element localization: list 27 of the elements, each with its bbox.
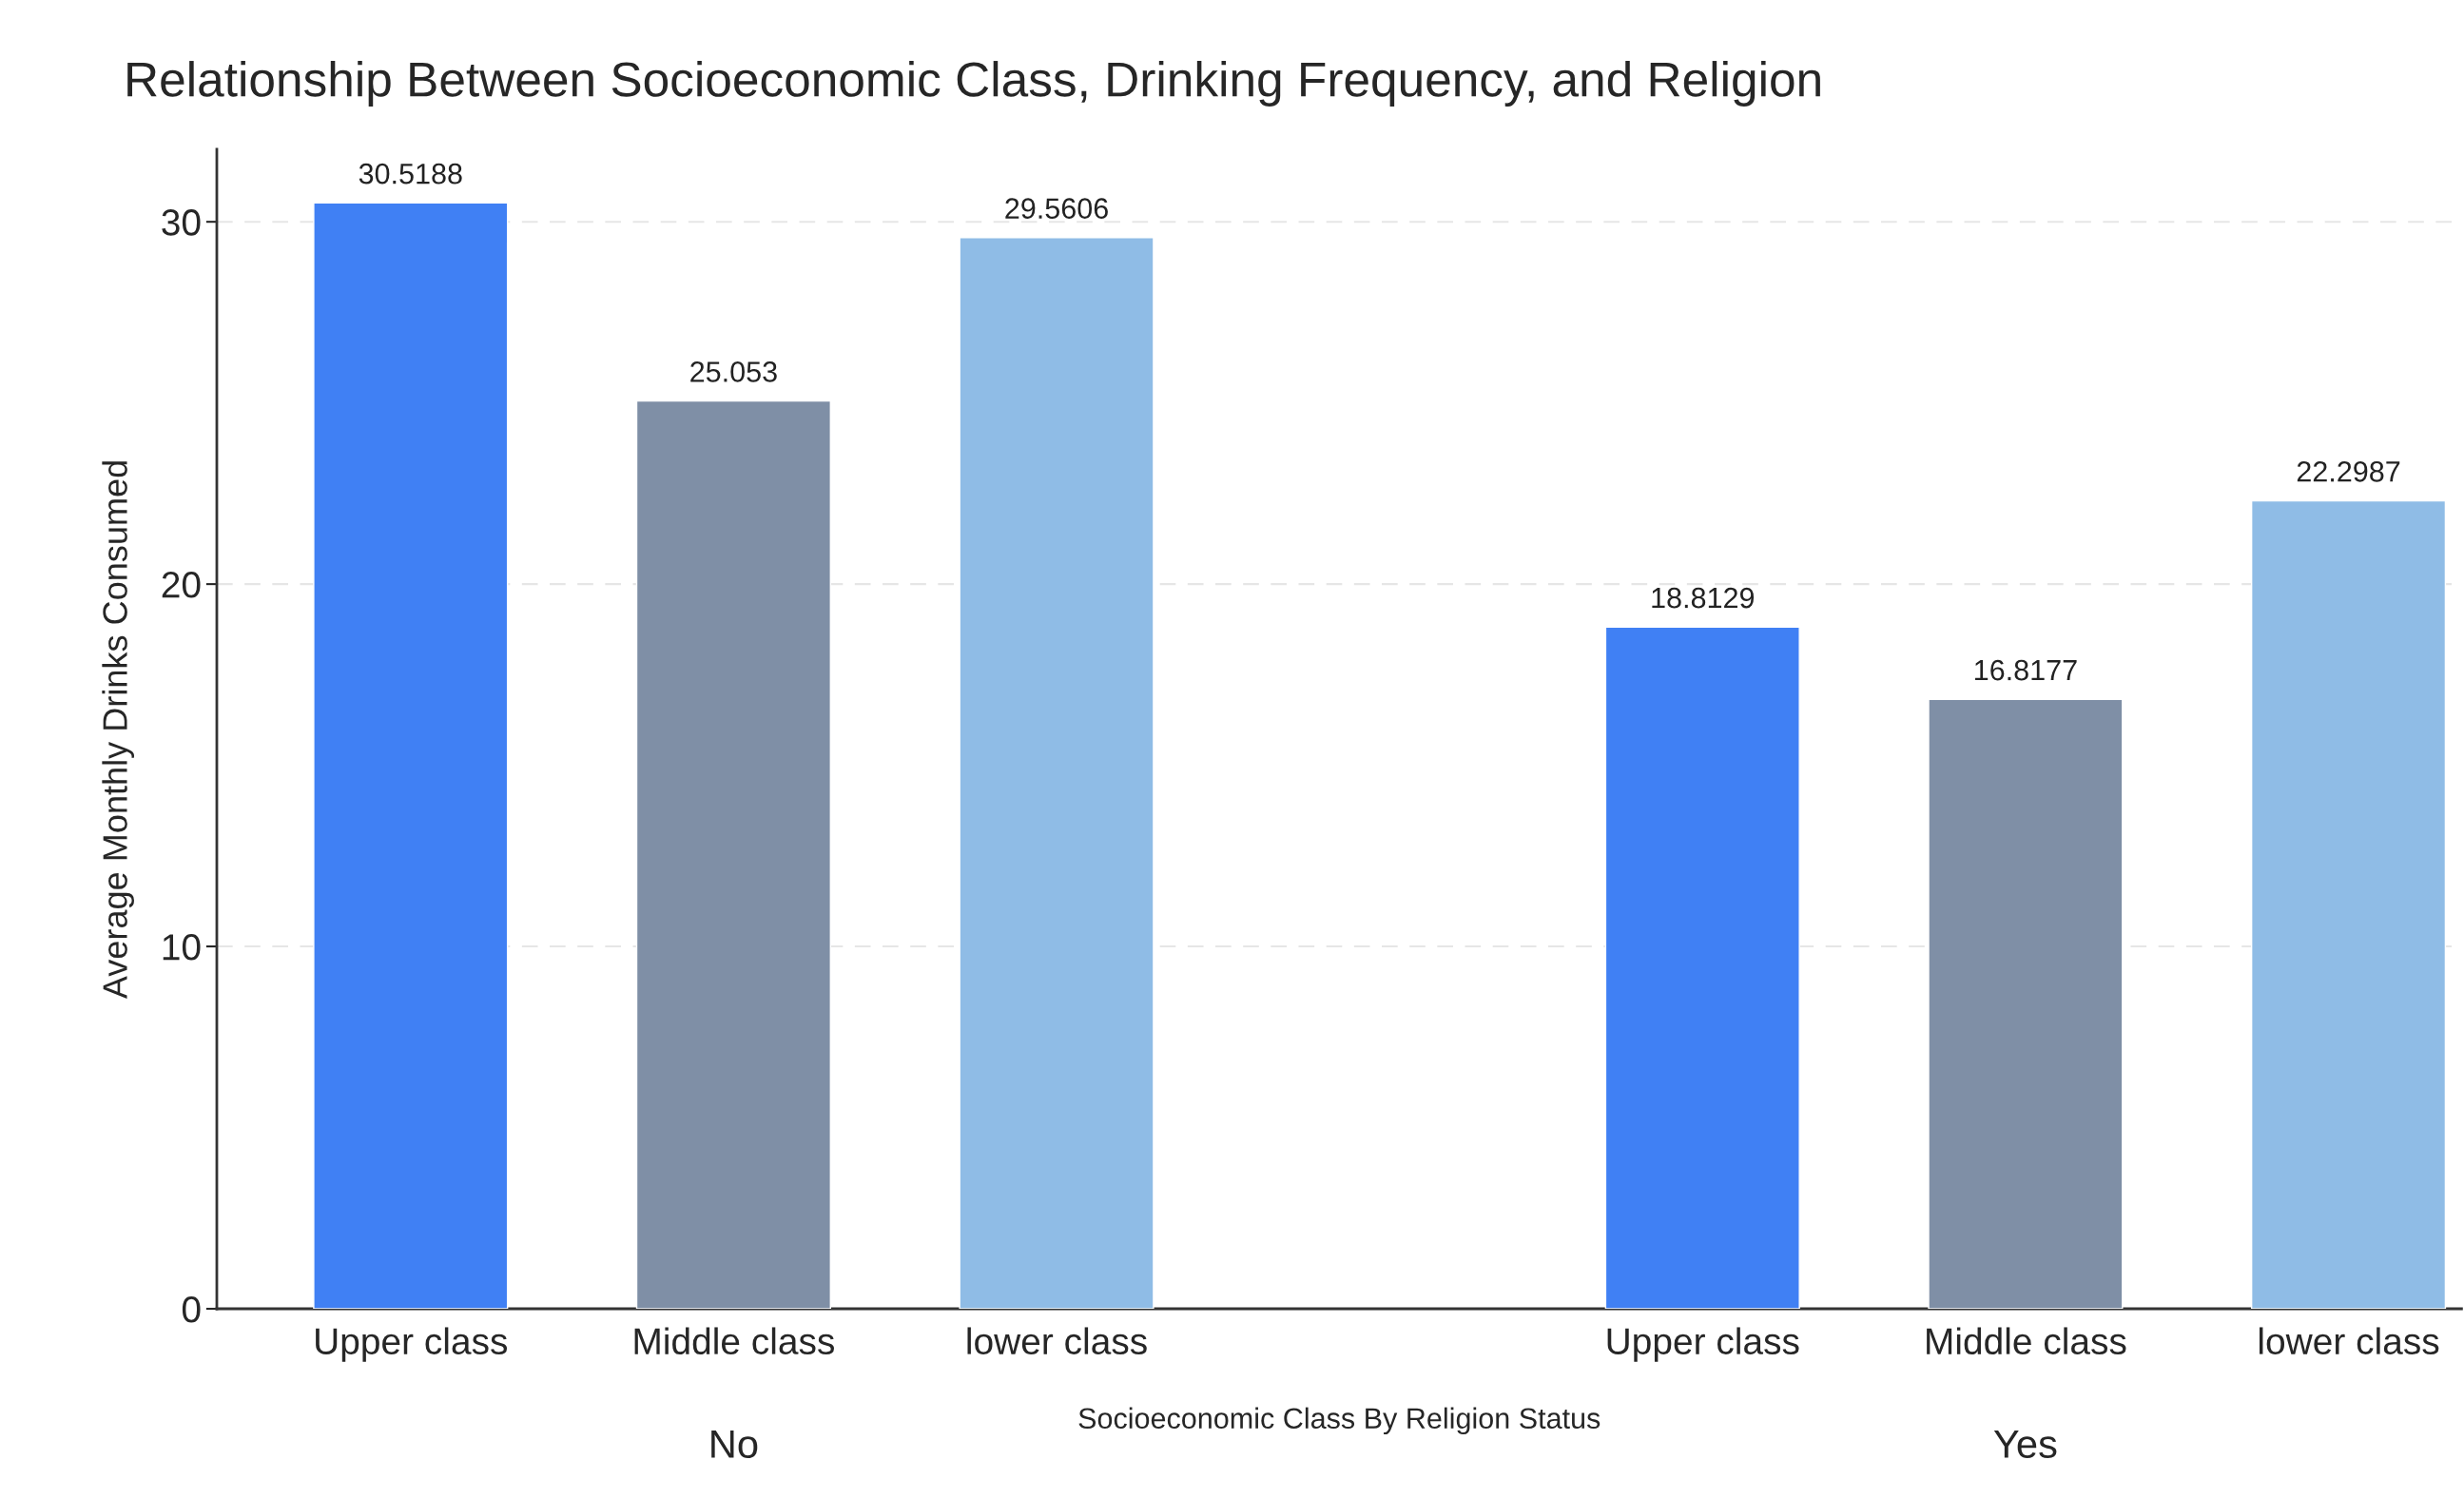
bar bbox=[1604, 626, 1800, 1309]
text: Yes bbox=[1993, 1430, 2057, 1459]
x-tick-label: lower class bbox=[967, 1327, 1147, 1355]
y-tick-label: 0 bbox=[182, 1295, 201, 1323]
data-label: 16.8177 bbox=[1975, 659, 2077, 681]
data-label: 18.8129 bbox=[1652, 587, 1755, 609]
bar bbox=[1928, 698, 2124, 1309]
x-tick-label: Upper class bbox=[1607, 1327, 1799, 1362]
y-tick-label: 20 bbox=[162, 572, 201, 598]
text: No bbox=[711, 1430, 758, 1459]
bar bbox=[313, 202, 509, 1309]
bar bbox=[2250, 499, 2447, 1309]
y-axis-title: Average Monthly Drinks Consumed bbox=[102, 461, 134, 1000]
data-label: 29.5606 bbox=[1005, 198, 1108, 219]
x-tick-label: Middle class bbox=[1927, 1327, 2126, 1355]
y-tick-label: 10 bbox=[163, 934, 201, 961]
y-tick-label: 30 bbox=[162, 209, 201, 236]
bar bbox=[959, 237, 1154, 1309]
x-tick-label: Middle class bbox=[634, 1327, 834, 1355]
x-tick-label: lower class bbox=[2259, 1327, 2439, 1355]
data-label: 25.053 bbox=[690, 361, 777, 382]
x-axis-title: Socioeconomic Class By Religion Status bbox=[1078, 1407, 1601, 1435]
data-label: 30.5188 bbox=[359, 163, 462, 185]
chart-title: Relationship Between Socioeconomic Class, Drinking Frequency, and Religion bbox=[127, 61, 1820, 107]
data-label: 22.2987 bbox=[2297, 460, 2400, 482]
x-tick-label: Upper class bbox=[316, 1327, 508, 1362]
bar bbox=[635, 399, 831, 1309]
